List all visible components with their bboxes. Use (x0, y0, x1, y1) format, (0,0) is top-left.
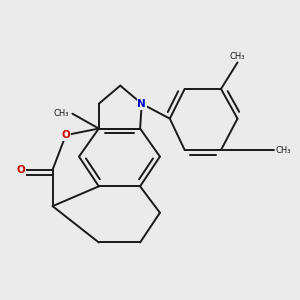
Text: CH₃: CH₃ (230, 52, 245, 61)
Text: O: O (17, 165, 26, 175)
Text: O: O (61, 130, 70, 140)
Text: CH₃: CH₃ (54, 109, 69, 118)
Text: N: N (137, 99, 146, 109)
Text: CH₃: CH₃ (275, 146, 291, 154)
